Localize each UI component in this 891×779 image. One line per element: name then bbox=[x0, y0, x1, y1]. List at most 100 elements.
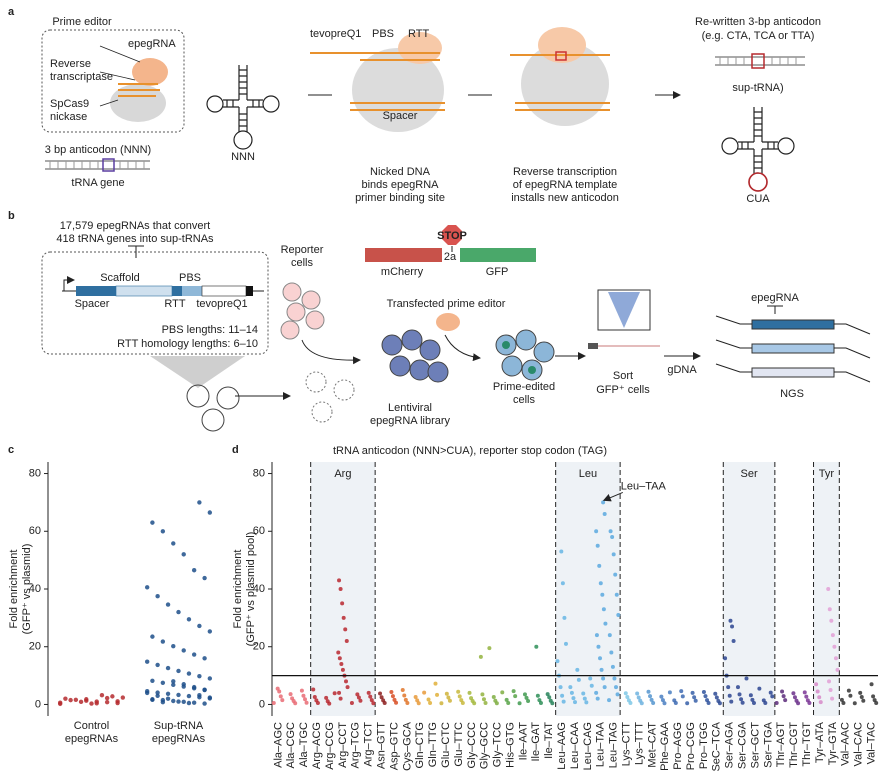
region-label: Tyr bbox=[819, 468, 835, 480]
data-point bbox=[271, 701, 276, 706]
x-tick-label: Leu–AAG bbox=[556, 722, 568, 770]
data-point bbox=[667, 690, 672, 695]
diagram-shape bbox=[715, 315, 871, 383]
data-point bbox=[155, 693, 160, 698]
data-point bbox=[545, 692, 550, 697]
diagram-label: tevopreQ1 bbox=[196, 298, 247, 310]
data-point bbox=[660, 698, 665, 703]
data-point bbox=[381, 698, 386, 703]
diagram-shape bbox=[201, 408, 225, 432]
diagram-label: Reverse transcription bbox=[513, 166, 617, 178]
data-point bbox=[120, 695, 126, 700]
data-point bbox=[207, 695, 213, 700]
data-point bbox=[280, 698, 285, 703]
data-point bbox=[595, 696, 600, 701]
data-point bbox=[480, 692, 485, 697]
x-tick-label: Ile–GAT bbox=[530, 722, 542, 762]
data-point bbox=[832, 644, 837, 649]
data-point bbox=[415, 698, 420, 703]
data-point bbox=[588, 676, 593, 681]
data-point bbox=[859, 694, 864, 699]
data-point bbox=[770, 694, 775, 699]
data-point bbox=[89, 701, 94, 706]
data-point bbox=[616, 612, 621, 617]
x-tick-label: Ser–TGA bbox=[762, 721, 774, 768]
x-tick-label: Thr–CGT bbox=[788, 722, 800, 768]
data-point bbox=[603, 621, 608, 626]
data-point bbox=[63, 696, 68, 701]
data-point bbox=[176, 692, 181, 698]
data-point bbox=[278, 694, 283, 699]
data-point bbox=[500, 690, 505, 695]
data-point bbox=[426, 697, 431, 702]
data-point bbox=[802, 690, 807, 695]
diagram-label: 17,579 epegRNAs that convert bbox=[60, 220, 210, 232]
data-point bbox=[648, 694, 653, 699]
data-point bbox=[355, 692, 360, 697]
x-tick-label: Thr–AGT bbox=[775, 722, 787, 768]
data-point bbox=[600, 592, 605, 597]
data-point bbox=[560, 581, 565, 586]
data-point bbox=[730, 624, 735, 629]
data-point bbox=[150, 678, 155, 683]
diagram-label: Prime-edited bbox=[493, 381, 555, 393]
data-point bbox=[562, 615, 567, 620]
data-point bbox=[646, 689, 651, 694]
y-tick-label: 80 bbox=[253, 467, 265, 479]
diagram-shape bbox=[381, 329, 449, 383]
data-point bbox=[615, 692, 620, 697]
data-point bbox=[469, 696, 474, 701]
data-point bbox=[524, 695, 529, 700]
data-point bbox=[846, 688, 851, 693]
diagram-shape bbox=[495, 329, 555, 381]
highlight-region bbox=[723, 462, 775, 716]
y-axis-label: Fold enrichment bbox=[232, 550, 244, 629]
data-point bbox=[761, 698, 766, 703]
data-point bbox=[651, 701, 656, 706]
diagram-shape bbox=[389, 355, 411, 377]
diagram-shape bbox=[201, 285, 247, 297]
x-tick-label: Asn–GTT bbox=[376, 722, 388, 769]
data-point bbox=[275, 686, 280, 691]
data-point bbox=[559, 549, 564, 554]
diagram-label: tevopreQ1 bbox=[310, 28, 361, 40]
data-point bbox=[740, 700, 745, 705]
diagram-label: Re-written 3-bp anticodon bbox=[695, 16, 821, 28]
diagram-label: RTT bbox=[164, 298, 185, 310]
data-point bbox=[197, 693, 202, 698]
data-point bbox=[609, 650, 614, 655]
data-point bbox=[594, 529, 599, 534]
diagram-shape bbox=[409, 359, 431, 381]
data-point bbox=[356, 695, 361, 700]
data-point bbox=[144, 585, 150, 590]
diagram-shape bbox=[246, 286, 253, 296]
data-point bbox=[829, 618, 834, 623]
x-tick-label: Sup-tRNA epegRNAs bbox=[151, 720, 206, 745]
data-point bbox=[805, 698, 810, 703]
x-tick-label: His–GTG bbox=[504, 722, 516, 768]
diagram-shape bbox=[533, 341, 555, 363]
data-point bbox=[110, 694, 115, 699]
highlight-region bbox=[555, 462, 621, 716]
data-point bbox=[325, 699, 330, 704]
data-point bbox=[481, 697, 486, 702]
data-point bbox=[301, 693, 306, 698]
diagram-label: PBS bbox=[372, 28, 394, 40]
data-point bbox=[202, 656, 207, 661]
data-point bbox=[568, 685, 573, 690]
panel-a-art bbox=[41, 27, 805, 192]
data-point bbox=[68, 697, 73, 703]
data-point bbox=[601, 676, 606, 681]
data-point bbox=[339, 662, 344, 667]
data-point bbox=[181, 552, 186, 557]
data-point bbox=[181, 699, 186, 705]
diagram-label: SpCas9 bbox=[50, 98, 89, 110]
data-point bbox=[680, 694, 685, 699]
y-tick-label: 80 bbox=[29, 467, 41, 479]
data-point bbox=[115, 699, 120, 704]
data-point bbox=[165, 691, 171, 696]
x-tick-label: Met–CAT bbox=[646, 722, 658, 768]
data-point bbox=[197, 673, 202, 679]
diagram-shape bbox=[41, 251, 269, 355]
